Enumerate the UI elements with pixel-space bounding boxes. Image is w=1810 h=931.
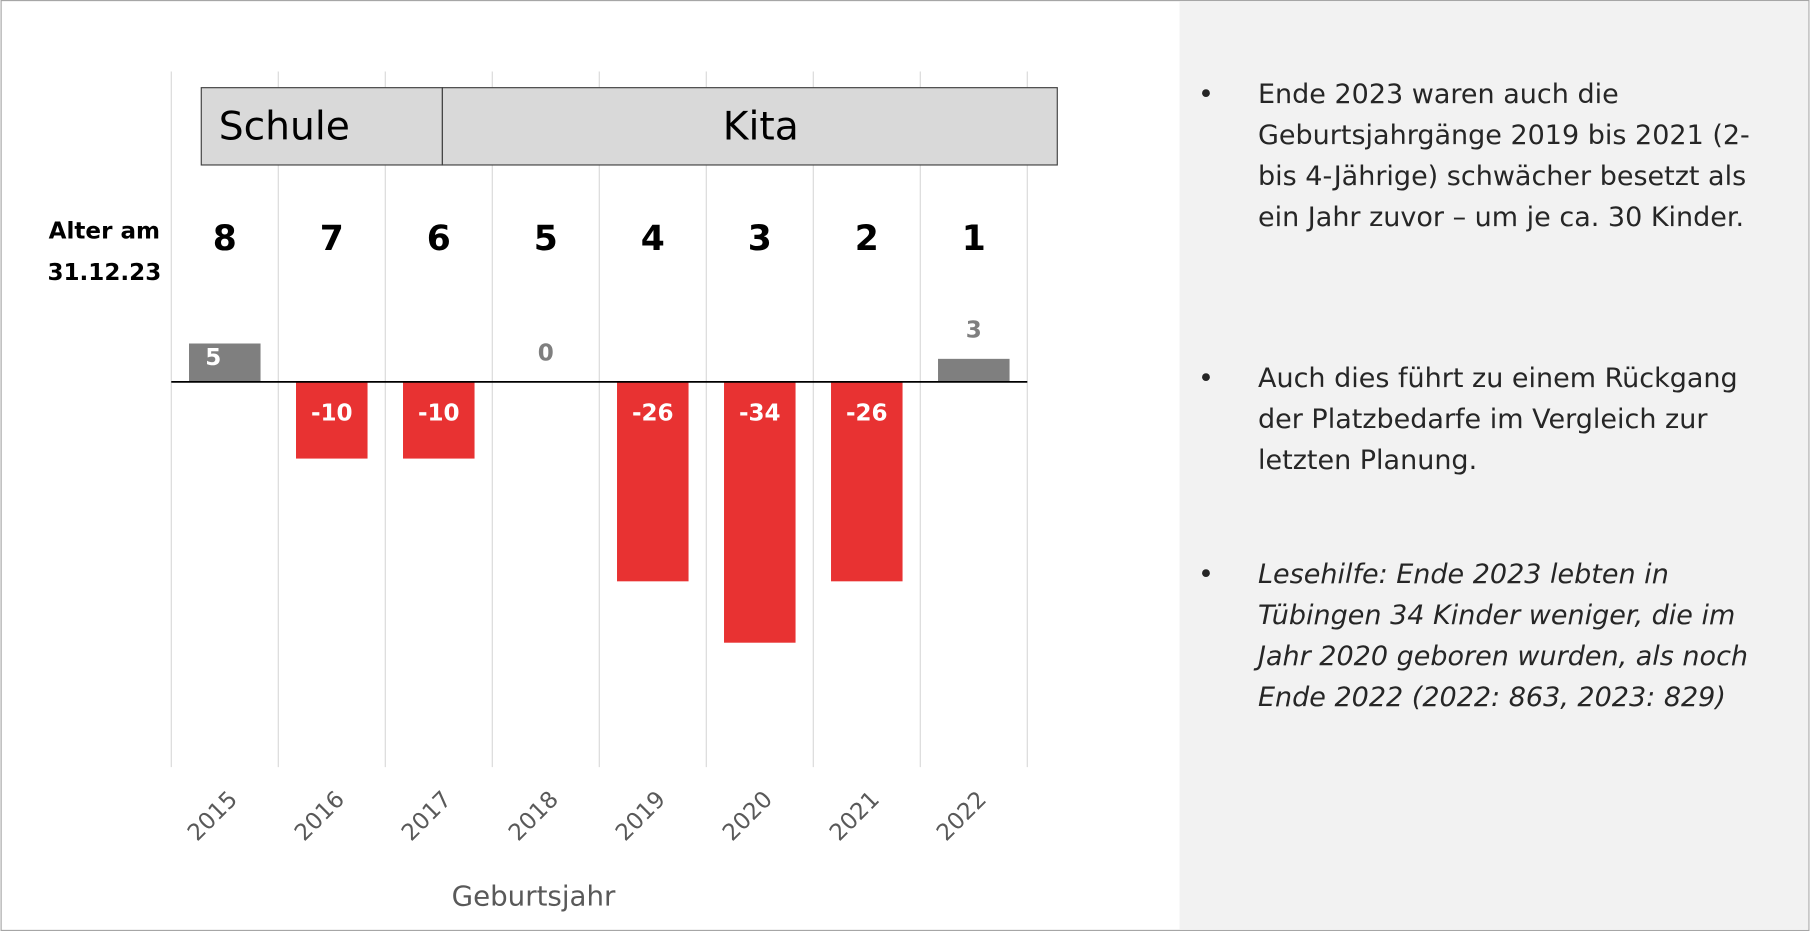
value-label: -26 <box>632 401 674 427</box>
bar <box>403 381 475 459</box>
bar <box>831 381 903 582</box>
value-label: -10 <box>311 401 353 427</box>
value-label: 5 <box>205 345 221 371</box>
x-axis-title: Geburtsjahr <box>452 880 616 913</box>
age-number: 7 <box>320 219 344 259</box>
band-label: Kita <box>723 105 799 150</box>
age-label: Alter am <box>49 218 160 244</box>
age-label: 31.12.23 <box>47 260 161 286</box>
bar <box>189 343 261 382</box>
age-number: 1 <box>962 219 986 259</box>
bar <box>938 358 1010 382</box>
band-box <box>441 87 1058 166</box>
bar <box>724 381 796 643</box>
value-label: -34 <box>739 401 781 427</box>
value-label: 3 <box>966 318 982 344</box>
age-number: 2 <box>855 219 879 259</box>
value-label: -10 <box>418 401 460 427</box>
value-label: 0 <box>538 341 554 367</box>
age-number: 5 <box>534 219 558 259</box>
band-label: Schule <box>219 105 350 150</box>
bar <box>617 381 689 582</box>
bullet-text: Lesehilfe: Ende 2023 lebten in Tübingen … <box>1198 554 1768 718</box>
bullet-text: Auch dies führt zu einem Rückgang der Pl… <box>1198 358 1768 481</box>
age-number: 4 <box>641 219 665 259</box>
age-number: 8 <box>213 219 237 259</box>
age-number: 6 <box>427 219 451 259</box>
bullet-text: Ende 2023 waren auch die Geburtsjahrgäng… <box>1198 74 1768 238</box>
value-label: -26 <box>846 401 888 427</box>
age-number: 3 <box>748 219 772 259</box>
bar <box>296 381 368 459</box>
